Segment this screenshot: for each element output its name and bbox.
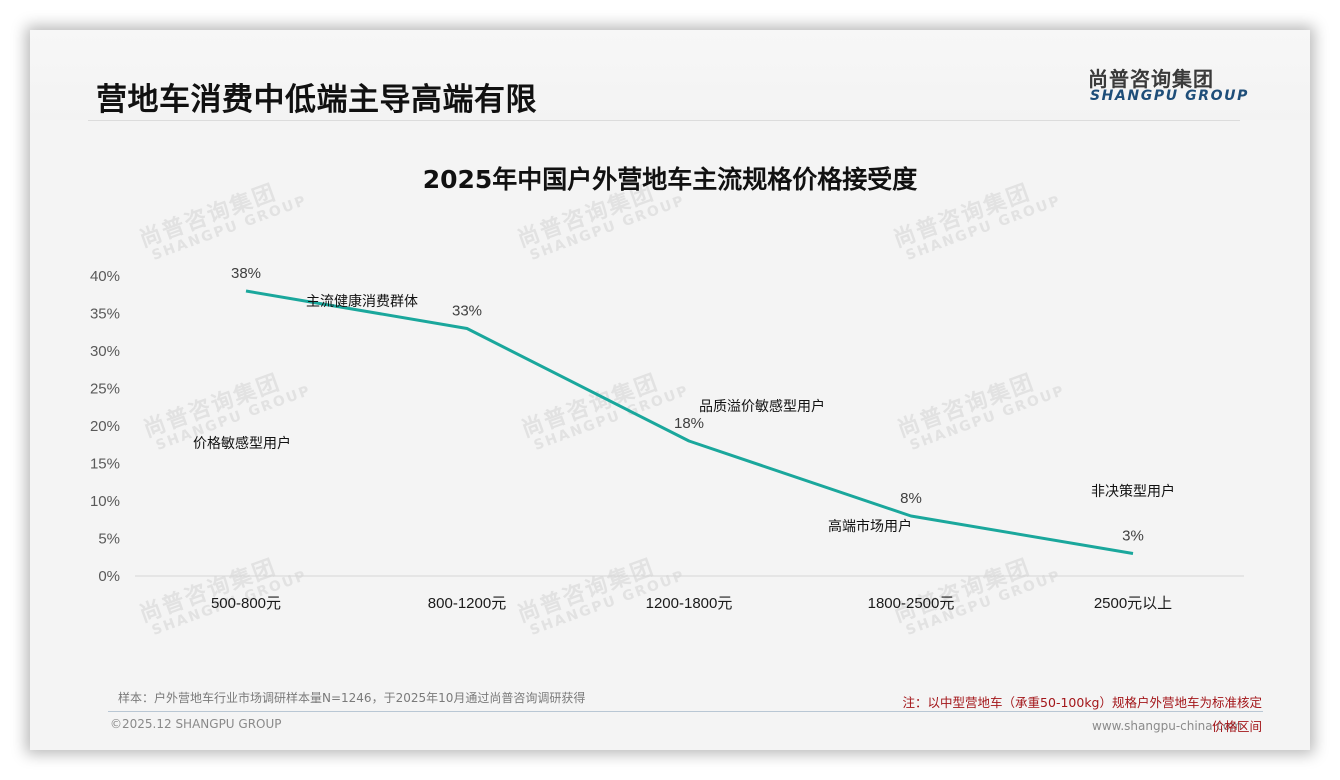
x-tick-label: 500-800元 [211,595,281,612]
y-tick-label: 35% [90,306,120,323]
series-line [245,289,1134,555]
x-tick-label: 800-1200元 [428,595,506,612]
x-tick-label: 2500元以上 [1094,595,1172,612]
slide: 营地车消费中低端主导高端有限 尚普咨询集团 SHANGPU GROUP 尚普咨询… [30,30,1310,750]
x-tick-label: 1800-2500元 [868,595,955,612]
chart-title: 2025年中国户外营地车主流规格价格接受度 [422,165,918,194]
data-label: 38% [231,265,261,282]
x-axis-ticks: 500-800元 800-1200元 1200-1800元 1800-2500元 250… [211,595,1172,612]
segment-annotation: 价格敏感型用户 [193,435,291,451]
data-label: 33% [452,303,482,320]
footnote: 注：以中型营地车（承重50-100kg）规格户外营地车为标准核定 价格区间 [842,691,1262,739]
y-tick-label: 15% [90,456,120,473]
y-axis-ticks: 0% 5% 10% 15% 20% 25% 30% 35% 40% [90,268,120,585]
y-tick-label: 10% [90,493,120,510]
header-divider [88,120,1240,121]
y-tick-label: 0% [98,568,120,585]
header-band [30,30,1310,120]
footer-divider [108,711,1263,712]
data-label: 8% [900,490,922,507]
line-chart: 0%5%10%15%20%25%30%35%40% 38%33%18%8%3% … [90,265,1244,612]
page-title: 营地车消费中低端主导高端有限 [96,82,537,118]
y-tick-label: 30% [90,343,120,360]
data-label: 18% [674,415,704,432]
logo-text-en: SHANGPU GROUP [1090,88,1249,104]
segment-annotation: 主流健康消费群体 [306,293,418,309]
footnote-line-1: 注：以中型营地车（承重50-100kg）规格户外营地车为标准核定 [902,695,1262,710]
segment-annotation: 品质溢价敏感型用户 [699,398,825,414]
segment-annotation: 非决策型用户 [1091,483,1175,499]
sample-note: 样本：户外营地车行业市场调研样本量N=1246，于2025年10月通过尚普咨询调… [118,691,586,705]
data-label: 3% [1122,528,1144,545]
y-tick-label: 40% [90,268,120,285]
copyright: ©2025.12 SHANGPU GROUP [110,717,282,731]
x-tick-label: 1200-1800元 [646,595,733,612]
y-tick-label: 5% [98,531,120,548]
data-labels: 38% 33% 18% 8% 3% [231,265,1144,545]
segment-annotation: 高端市场用户 [828,518,912,534]
logo-text-cn: 尚普咨询集团 [1088,67,1214,91]
footnote-line-2: 价格区间 [1211,719,1262,734]
y-tick-label: 20% [90,418,120,435]
website-link[interactable]: www.shangpu-china.com [1092,719,1243,733]
y-tick-label: 25% [90,381,120,398]
